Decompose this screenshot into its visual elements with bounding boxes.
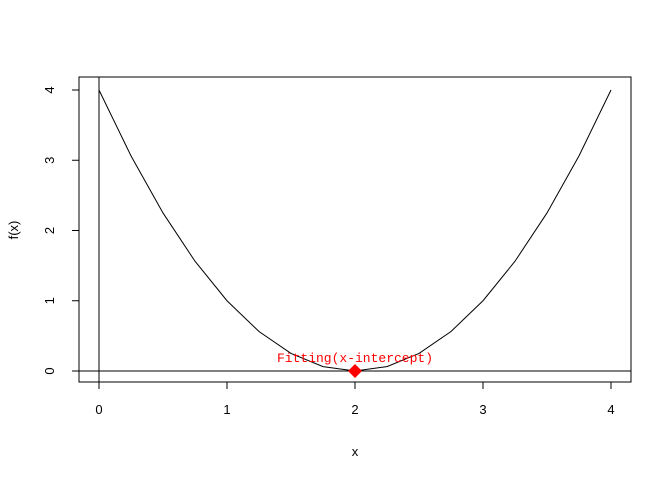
annotation-label: Fitting(x-intercept): [277, 351, 433, 366]
x-tick-label: 4: [607, 402, 614, 417]
y-tick-label: 0: [42, 367, 57, 374]
plot-box: [78, 76, 632, 383]
y-tick-label: 1: [42, 297, 57, 304]
y-tick-label: 3: [42, 157, 57, 164]
y-axis-label: f(x): [6, 221, 21, 240]
x-axis-label: x: [352, 444, 359, 459]
y-tick-label: 2: [42, 227, 57, 234]
y-axis: 0 1 2 3 4: [42, 86, 80, 375]
plot-marks: Fitting(x-intercept): [79, 77, 631, 382]
series-line: [98, 89, 612, 372]
x-tick-label: 1: [223, 402, 230, 417]
x-intercept-point: [348, 364, 362, 378]
y-tick-label: 4: [42, 86, 57, 93]
x-tick-label: 0: [95, 402, 102, 417]
x-axis: 0 1 2 3 4: [95, 381, 615, 417]
x-tick-label: 2: [351, 402, 358, 417]
x-tick-label: 3: [479, 402, 486, 417]
